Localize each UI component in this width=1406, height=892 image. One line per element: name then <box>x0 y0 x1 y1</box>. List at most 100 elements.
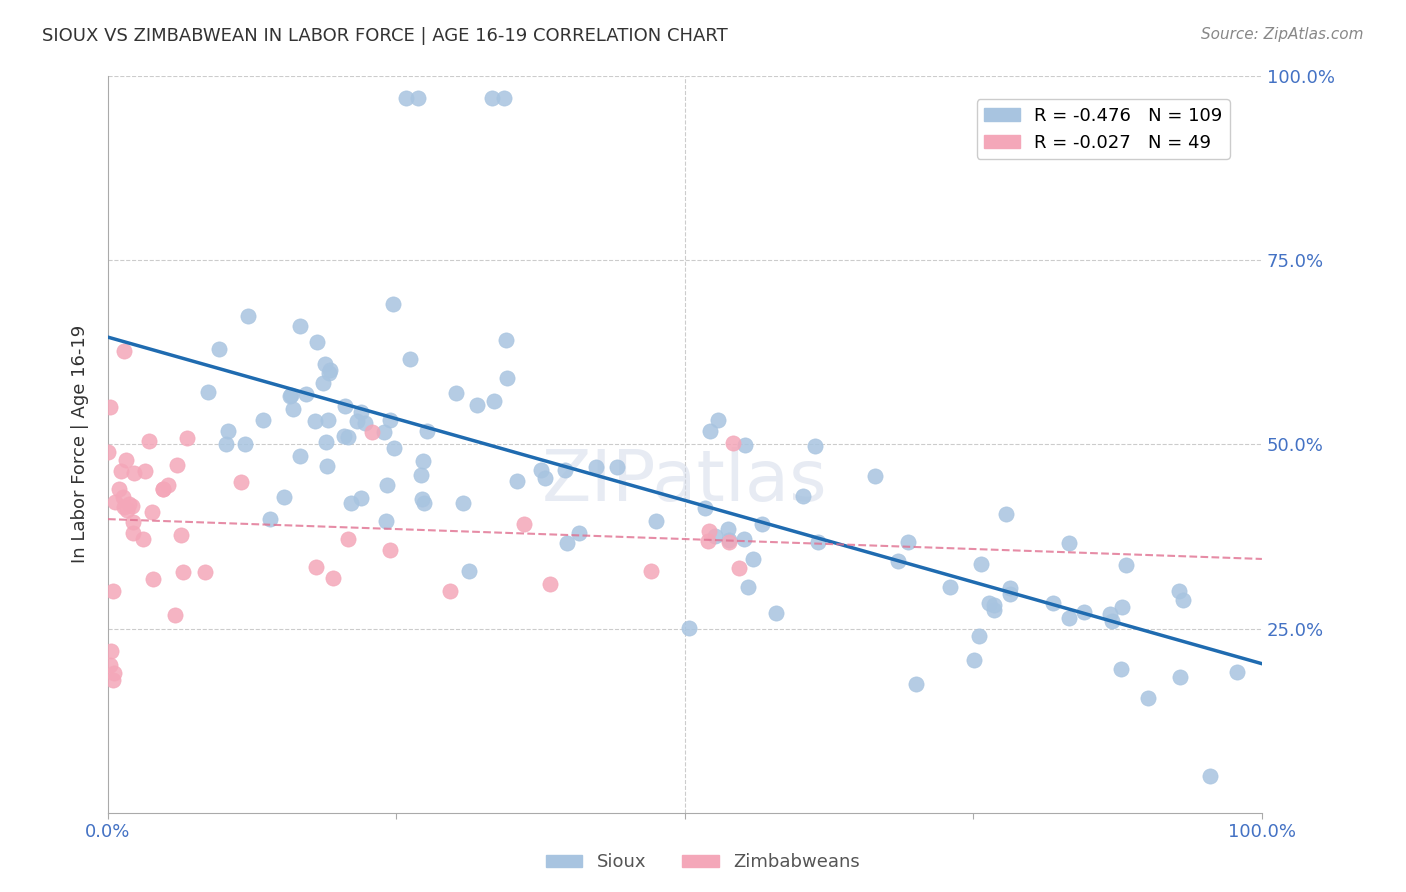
Point <box>1170 670 1192 684</box>
Point <box>733 532 755 546</box>
Point <box>381 297 404 311</box>
Point <box>568 525 591 540</box>
Point <box>121 499 143 513</box>
Point <box>315 434 337 449</box>
Point <box>697 524 720 538</box>
Point <box>1101 615 1123 629</box>
Point <box>1111 662 1133 676</box>
Point <box>983 603 1005 617</box>
Point <box>413 496 436 510</box>
Point <box>312 376 335 391</box>
Point <box>111 491 134 505</box>
Point <box>382 441 405 455</box>
Point <box>307 335 329 350</box>
Point <box>963 653 986 667</box>
Point <box>336 533 359 547</box>
Point <box>998 587 1021 601</box>
Point <box>737 580 759 594</box>
Point <box>703 529 725 543</box>
Point <box>938 580 960 594</box>
Point <box>231 475 253 490</box>
Point <box>1057 611 1080 625</box>
Point <box>100 643 122 657</box>
Point <box>495 333 517 347</box>
Point <box>412 454 434 468</box>
Point <box>333 428 356 442</box>
Point <box>349 405 371 419</box>
Point <box>1098 607 1121 622</box>
Text: Source: ZipAtlas.com: Source: ZipAtlas.com <box>1201 27 1364 42</box>
Point <box>969 629 991 643</box>
Point <box>1167 583 1189 598</box>
Point <box>375 478 398 492</box>
Point <box>288 319 311 334</box>
Point <box>645 514 668 528</box>
Point <box>375 514 398 528</box>
Point <box>108 482 131 496</box>
Point <box>408 90 430 104</box>
Point <box>112 500 135 515</box>
Point <box>555 536 578 550</box>
Point <box>534 471 557 485</box>
Point <box>304 413 326 427</box>
Point <box>1042 596 1064 610</box>
Point <box>333 399 356 413</box>
Point <box>322 571 344 585</box>
Point <box>176 432 198 446</box>
Point <box>482 394 505 409</box>
Point <box>314 357 336 371</box>
Point <box>792 489 814 503</box>
Point <box>152 482 174 496</box>
Point <box>741 552 763 566</box>
Point <box>294 386 316 401</box>
Point <box>194 565 217 579</box>
Point <box>380 413 402 427</box>
Legend: Sioux, Zimbabweans: Sioux, Zimbabweans <box>538 847 868 879</box>
Point <box>678 621 700 635</box>
Point <box>467 398 489 412</box>
Point <box>132 532 155 546</box>
Point <box>101 673 124 688</box>
Point <box>451 496 474 510</box>
Point <box>259 511 281 525</box>
Point <box>995 507 1018 521</box>
Point <box>378 542 401 557</box>
Point <box>721 435 744 450</box>
Point <box>585 459 607 474</box>
Legend: R = -0.476   N = 109, R = -0.027   N = 49: R = -0.476 N = 109, R = -0.027 N = 49 <box>977 99 1230 159</box>
Point <box>506 474 529 488</box>
Point <box>134 464 156 478</box>
Point <box>346 414 368 428</box>
Point <box>554 463 576 477</box>
Point <box>305 560 328 574</box>
Point <box>152 482 174 496</box>
Text: SIOUX VS ZIMBABWEAN IN LABOR FORCE | AGE 16-19 CORRELATION CHART: SIOUX VS ZIMBABWEAN IN LABOR FORCE | AGE… <box>42 27 728 45</box>
Point <box>117 502 139 516</box>
Point <box>513 517 536 532</box>
Point <box>897 535 920 549</box>
Point <box>807 535 830 549</box>
Point <box>804 440 827 454</box>
Point <box>98 400 121 414</box>
Point <box>718 535 741 549</box>
Point <box>156 478 179 492</box>
Point <box>354 417 377 431</box>
Point <box>699 424 721 438</box>
Point <box>97 445 120 459</box>
Point <box>983 599 1005 613</box>
Point <box>252 413 274 427</box>
Point <box>235 437 257 451</box>
Point <box>98 658 121 673</box>
Point <box>706 413 728 427</box>
Point <box>142 572 165 586</box>
Point <box>728 561 751 575</box>
Point <box>439 583 461 598</box>
Point <box>998 581 1021 595</box>
Point <box>969 558 991 572</box>
Point <box>103 665 125 680</box>
Point <box>273 490 295 504</box>
Point <box>280 388 302 402</box>
Point <box>281 402 304 417</box>
Point <box>717 522 740 536</box>
Point <box>697 534 720 549</box>
